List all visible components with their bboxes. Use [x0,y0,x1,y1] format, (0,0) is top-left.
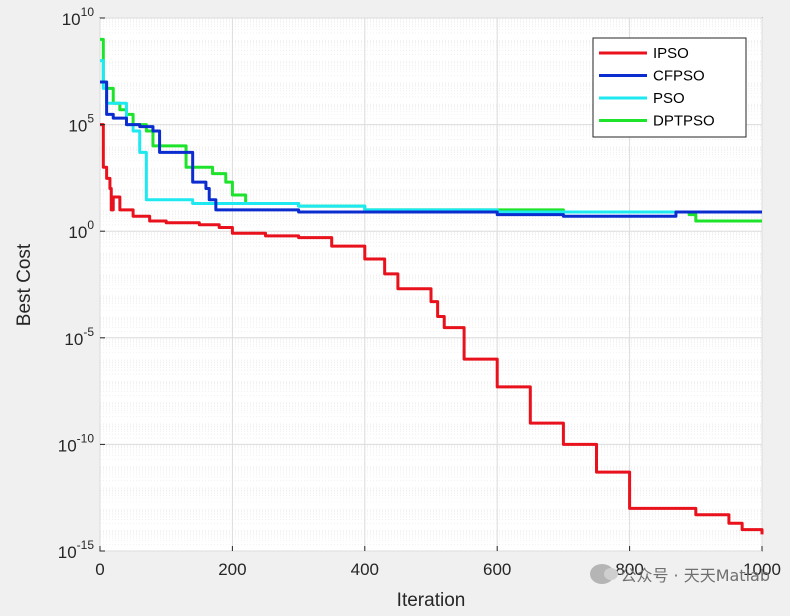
x-tick-label: 600 [483,560,511,579]
x-tick-labels: 0 200 400 600 800 1000 [95,546,781,579]
legend-label-ipso: IPSO [653,45,689,62]
y-tick-label: 105 [68,112,94,136]
x-tick-label: 1000 [743,560,781,579]
y-tick-label: 100 [68,218,94,242]
y-tick-label: 10-15 [58,538,95,562]
legend-label-cfpso: CFPSO [653,68,705,85]
series-layer [100,37,764,535]
legend: IPSO CFPSO PSO DPTPSO [592,37,747,138]
series-line-ipso [100,123,764,535]
legend-label-dptpso: DPTPSO [653,113,715,130]
watermark-text: 公众号 · 天天Matlab [620,566,770,585]
y-tick-label: 1010 [62,5,95,29]
legend-label-pso: PSO [653,90,685,107]
wechat-icon [590,564,619,584]
x-tick-label: 400 [351,560,379,579]
y-tick-labels: 1010 105 100 10-5 10-10 10-15 [58,5,105,562]
major-grid [99,17,763,552]
x-tick-label: 0 [95,560,104,579]
series-line-cfpso [100,80,762,218]
x-axis-label: Iteration [397,590,466,611]
x-tick-label: 200 [218,560,246,579]
y-tick-label: 10-10 [58,431,95,455]
series-line-pso [100,59,762,214]
watermark: 公众号 · 天天Matlab [590,562,770,586]
x-tick-label: 800 [615,560,643,579]
y-axis-label: Best Cost [14,243,35,326]
y-tick-label: 10-5 [64,325,94,349]
